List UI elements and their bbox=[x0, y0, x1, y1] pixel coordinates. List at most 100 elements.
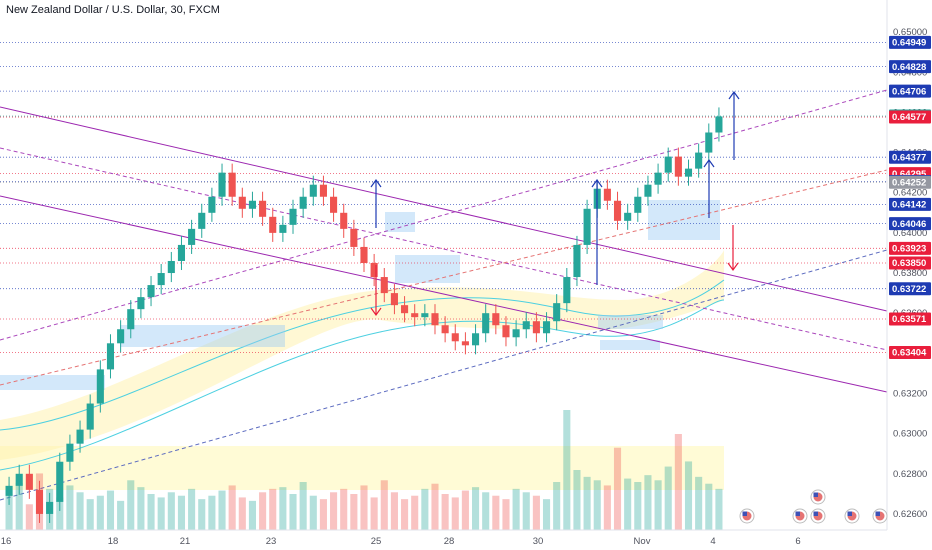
volume-bar bbox=[157, 497, 165, 530]
candle-body bbox=[431, 313, 439, 326]
volume-bar bbox=[188, 488, 196, 530]
candle bbox=[461, 332, 469, 355]
y-tick-label: 0.63800 bbox=[893, 268, 927, 279]
volume-bar bbox=[674, 434, 682, 530]
price-axis[interactable]: 0.650000.648000.646000.644000.642000.640… bbox=[893, 27, 927, 520]
event-flag-icon[interactable] bbox=[810, 508, 826, 524]
volume-bar bbox=[76, 492, 84, 530]
candle bbox=[634, 187, 642, 222]
volume-bar bbox=[624, 478, 632, 530]
y-tick-label: 0.62600 bbox=[893, 509, 927, 520]
candle-body bbox=[492, 313, 500, 326]
candle-body bbox=[319, 184, 327, 197]
price-tag: 0.63722 bbox=[889, 282, 931, 296]
candle-body bbox=[573, 244, 581, 278]
candle bbox=[35, 480, 44, 523]
event-flag-icon[interactable] bbox=[844, 508, 860, 524]
volume-bar bbox=[593, 480, 601, 530]
svg-text:0.63571: 0.63571 bbox=[892, 314, 927, 325]
volume-bar bbox=[106, 490, 115, 530]
supply-demand-zone bbox=[120, 325, 285, 347]
ma-line bbox=[0, 279, 725, 431]
candle-body bbox=[461, 341, 469, 346]
candle-body bbox=[157, 273, 165, 286]
x-tick-label: 18 bbox=[108, 536, 119, 547]
candle-body bbox=[654, 172, 662, 185]
x-tick-label: 28 bbox=[444, 536, 455, 547]
candle bbox=[522, 312, 530, 339]
candle bbox=[127, 300, 135, 339]
trendlines-layer bbox=[0, 89, 888, 501]
volume-bar bbox=[127, 480, 135, 530]
candle bbox=[542, 312, 551, 343]
candle-body bbox=[96, 369, 104, 404]
volume-bar bbox=[401, 499, 409, 530]
x-tick-label: 6 bbox=[795, 536, 800, 547]
x-tick-label: 23 bbox=[266, 536, 277, 547]
volume-bar bbox=[482, 492, 490, 530]
event-flag-icon[interactable] bbox=[739, 508, 755, 524]
volume-bar bbox=[340, 488, 348, 530]
candle-body bbox=[228, 172, 236, 197]
price-tag: 0.64377 bbox=[889, 150, 931, 164]
candle bbox=[370, 253, 378, 287]
svg-text:0.64577: 0.64577 bbox=[892, 112, 926, 123]
volume-bar bbox=[299, 482, 307, 530]
candle bbox=[319, 175, 327, 206]
event-flag-icon[interactable] bbox=[792, 508, 808, 524]
candle-body bbox=[147, 285, 155, 298]
candle bbox=[76, 420, 84, 453]
candle-body bbox=[167, 260, 175, 274]
candle-body bbox=[674, 156, 682, 177]
candle bbox=[472, 324, 480, 355]
event-flag-icon[interactable] bbox=[810, 489, 826, 505]
candle bbox=[259, 191, 267, 226]
candle bbox=[228, 163, 236, 206]
candle-body bbox=[370, 262, 378, 278]
supply-demand-zone bbox=[395, 255, 460, 283]
x-tick-label: 25 bbox=[371, 536, 382, 547]
candle-body bbox=[613, 200, 622, 221]
price-tag: 0.64706 bbox=[889, 84, 931, 98]
price-tag: 0.63571 bbox=[889, 312, 931, 326]
candle bbox=[705, 123, 713, 162]
time-axis[interactable]: 16 18 21 23 25 28 30 Nov 4 6 bbox=[1, 536, 801, 547]
candle-body bbox=[401, 305, 409, 314]
candle-body bbox=[177, 244, 186, 261]
candle-body bbox=[583, 208, 591, 245]
candle bbox=[46, 492, 54, 523]
volume-bar bbox=[25, 504, 33, 530]
volume-bar bbox=[66, 485, 74, 530]
candle bbox=[482, 304, 490, 343]
x-tick-label: 30 bbox=[533, 536, 544, 547]
volume-bar bbox=[289, 494, 297, 530]
price-tag: 0.64828 bbox=[889, 60, 931, 74]
candle bbox=[492, 304, 500, 335]
svg-text:0.64252: 0.64252 bbox=[892, 177, 926, 188]
supply-demand-zone bbox=[385, 212, 415, 232]
volume-bar bbox=[218, 490, 226, 530]
price-tag: 0.64046 bbox=[889, 217, 931, 231]
events-layer[interactable] bbox=[739, 489, 888, 524]
volume-bar bbox=[208, 495, 216, 530]
candle-body bbox=[198, 212, 206, 229]
candle-body bbox=[248, 200, 256, 209]
candle-body bbox=[624, 212, 632, 221]
volume-bar bbox=[117, 500, 125, 530]
candle-body bbox=[502, 325, 510, 338]
x-tick-label: 4 bbox=[710, 536, 715, 547]
volume-bar bbox=[238, 497, 246, 530]
candle-body bbox=[512, 329, 520, 338]
volume-bar bbox=[563, 410, 571, 530]
candle-body bbox=[35, 489, 44, 514]
event-flag-icon[interactable] bbox=[872, 508, 888, 524]
candle-body bbox=[218, 172, 226, 197]
svg-text:0.63404: 0.63404 bbox=[892, 348, 927, 359]
candle bbox=[188, 219, 196, 254]
volume-bar bbox=[431, 483, 439, 530]
candle-body bbox=[451, 333, 459, 342]
chart-title: New Zealand Dollar / U.S. Dollar, 30, FX… bbox=[6, 4, 220, 16]
candle bbox=[198, 203, 206, 238]
